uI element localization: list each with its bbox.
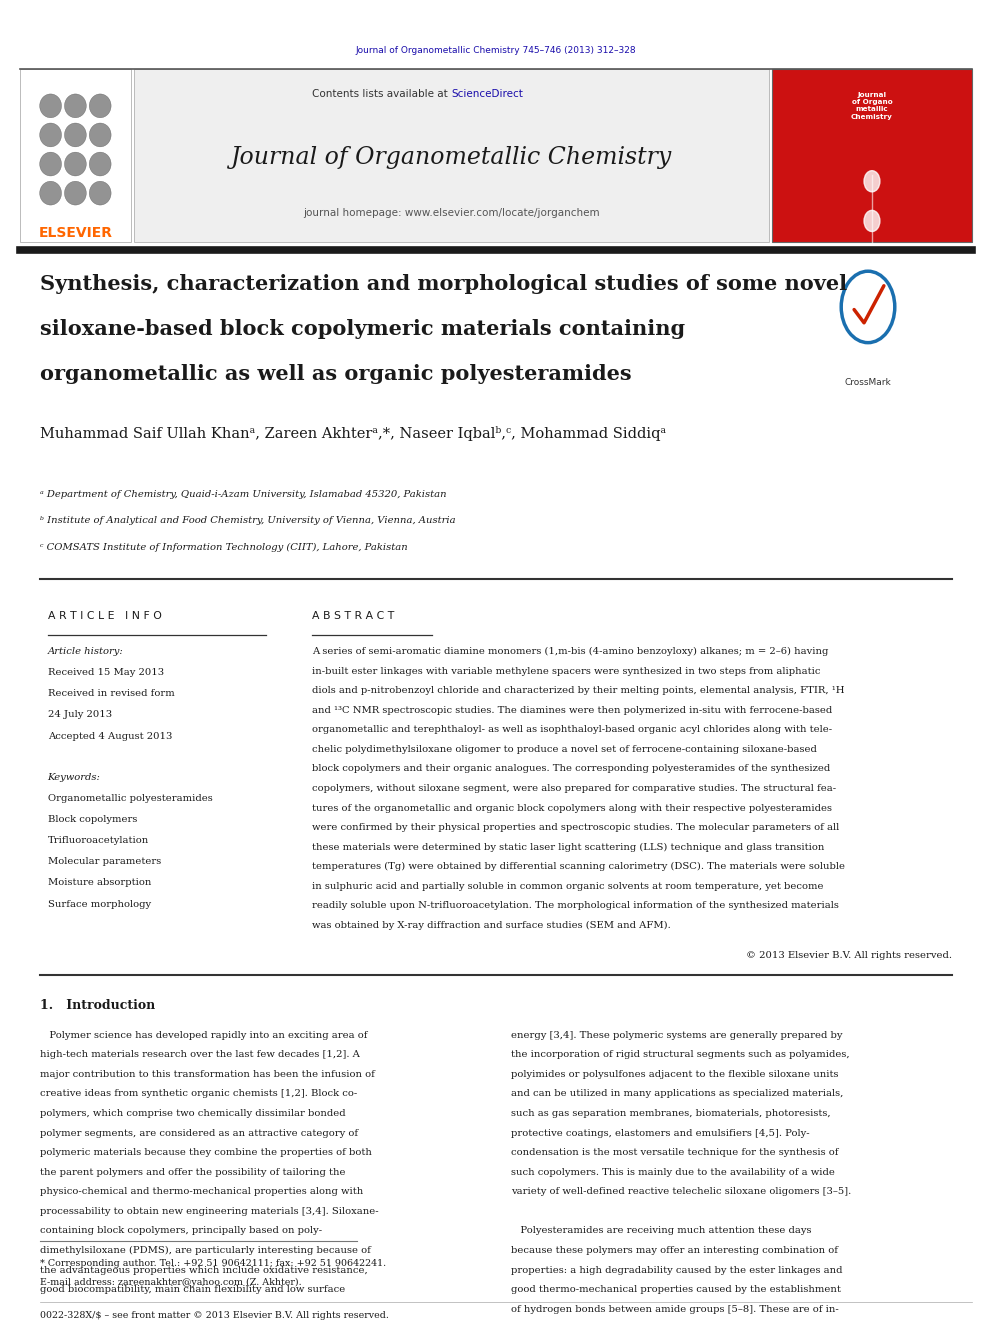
Text: polymer segments, are considered as an attractive category of: polymer segments, are considered as an a…	[40, 1129, 358, 1138]
Text: protective coatings, elastomers and emulsifiers [4,5]. Poly-: protective coatings, elastomers and emul…	[511, 1129, 809, 1138]
Ellipse shape	[89, 123, 111, 147]
Ellipse shape	[40, 181, 62, 205]
Text: Surface morphology: Surface morphology	[48, 900, 151, 909]
Text: A R T I C L E   I N F O: A R T I C L E I N F O	[48, 611, 162, 622]
Text: organometallic and terephthaloyl- as well as isophthaloyl-based organic acyl chl: organometallic and terephthaloyl- as wel…	[312, 725, 832, 734]
Text: Keywords:: Keywords:	[48, 773, 100, 782]
Text: such copolymers. This is mainly due to the availability of a wide: such copolymers. This is mainly due to t…	[511, 1168, 834, 1176]
Text: Organometallic polyesteramides: Organometallic polyesteramides	[48, 794, 212, 803]
Ellipse shape	[40, 152, 62, 176]
Ellipse shape	[89, 181, 111, 205]
Circle shape	[864, 250, 880, 271]
Text: was obtained by X-ray diffraction and surface studies (SEM and AFM).: was obtained by X-ray diffraction and su…	[312, 921, 672, 930]
Text: properties: a high degradability caused by the ester linkages and: properties: a high degradability caused …	[511, 1266, 842, 1274]
Ellipse shape	[64, 152, 86, 176]
Text: ᵃ Department of Chemistry, Quaid-i-Azam University, Islamabad 45320, Pakistan: ᵃ Department of Chemistry, Quaid-i-Azam …	[40, 490, 446, 499]
Text: Muhammad Saif Ullah Khanᵃ, Zareen Akhterᵃ,*, Naseer Iqbalᵇ,ᶜ, Mohammad Siddiqᵃ: Muhammad Saif Ullah Khanᵃ, Zareen Akhter…	[40, 426, 666, 441]
Text: readily soluble upon N-trifluoroacetylation. The morphological information of th: readily soluble upon N-trifluoroacetylat…	[312, 901, 839, 910]
Text: chelic polydimethylsiloxane oligomer to produce a novel set of ferrocene-contain: chelic polydimethylsiloxane oligomer to …	[312, 745, 817, 754]
Ellipse shape	[89, 152, 111, 176]
Text: Molecular parameters: Molecular parameters	[48, 857, 161, 867]
Text: 1.   Introduction: 1. Introduction	[40, 999, 155, 1012]
Text: Polyesteramides are receiving much attention these days: Polyesteramides are receiving much atten…	[511, 1226, 811, 1236]
Text: * Corresponding author. Tel.: +92 51 90642111; fax: +92 51 90642241.: * Corresponding author. Tel.: +92 51 906…	[40, 1259, 386, 1269]
Text: of hydrogen bonds between amide groups [5–8]. These are of in-: of hydrogen bonds between amide groups […	[511, 1304, 838, 1314]
Circle shape	[864, 210, 880, 232]
Text: polymers, which comprise two chemically dissimilar bonded: polymers, which comprise two chemically …	[40, 1109, 345, 1118]
Text: high-tech materials research over the last few decades [1,2]. A: high-tech materials research over the la…	[40, 1050, 359, 1060]
Text: Article history:: Article history:	[48, 647, 123, 656]
Text: temperatures (Tg) were obtained by differential scanning calorimetry (DSC). The : temperatures (Tg) were obtained by diffe…	[312, 863, 845, 872]
Text: ScienceDirect: ScienceDirect	[451, 89, 523, 99]
Text: ᶜ COMSATS Institute of Information Technology (CIIT), Lahore, Pakistan: ᶜ COMSATS Institute of Information Techn…	[40, 542, 408, 552]
Text: and ¹³C NMR spectroscopic studies. The diamines were then polymerized in-situ wi: and ¹³C NMR spectroscopic studies. The d…	[312, 705, 832, 714]
Text: 0022-328X/$ – see front matter © 2013 Elsevier B.V. All rights reserved.: 0022-328X/$ – see front matter © 2013 El…	[40, 1311, 389, 1320]
Text: such as gas separation membranes, biomaterials, photoresists,: such as gas separation membranes, biomat…	[511, 1109, 830, 1118]
Text: Received 15 May 2013: Received 15 May 2013	[48, 668, 164, 677]
Text: the parent polymers and offer the possibility of tailoring the: the parent polymers and offer the possib…	[40, 1168, 345, 1176]
Text: Accepted 4 August 2013: Accepted 4 August 2013	[48, 732, 172, 741]
Text: these materials were determined by static laser light scattering (LLS) technique: these materials were determined by stati…	[312, 843, 825, 852]
Text: © 2013 Elsevier B.V. All rights reserved.: © 2013 Elsevier B.V. All rights reserved…	[746, 951, 952, 960]
FancyBboxPatch shape	[772, 69, 972, 242]
Text: organometallic as well as organic polyesteramides: organometallic as well as organic polyes…	[40, 364, 631, 384]
Text: Journal
of Organo
metallic
Chemistry: Journal of Organo metallic Chemistry	[851, 93, 893, 119]
Text: good biocompatibility, main chain flexibility and low surface: good biocompatibility, main chain flexib…	[40, 1285, 345, 1294]
Text: because these polymers may offer an interesting combination of: because these polymers may offer an inte…	[511, 1246, 838, 1256]
Text: variety of well-defined reactive telechelic siloxane oligomers [3–5].: variety of well-defined reactive teleche…	[511, 1187, 851, 1196]
Text: diols and p-nitrobenzoyl chloride and characterized by their melting points, ele: diols and p-nitrobenzoyl chloride and ch…	[312, 687, 845, 695]
Text: Block copolymers: Block copolymers	[48, 815, 137, 824]
Text: in sulphuric acid and partially soluble in common organic solvents at room tempe: in sulphuric acid and partially soluble …	[312, 882, 824, 890]
Text: creative ideas from synthetic organic chemists [1,2]. Block co-: creative ideas from synthetic organic ch…	[40, 1089, 357, 1098]
Circle shape	[864, 171, 880, 192]
Ellipse shape	[64, 94, 86, 118]
Text: 24 July 2013: 24 July 2013	[48, 710, 112, 720]
Text: polyimides or polysulfones adjacent to the flexible siloxane units: polyimides or polysulfones adjacent to t…	[511, 1070, 838, 1078]
Text: ᵇ Institute of Analytical and Food Chemistry, University of Vienna, Vienna, Aust: ᵇ Institute of Analytical and Food Chemi…	[40, 516, 455, 525]
Text: major contribution to this transformation has been the infusion of: major contribution to this transformatio…	[40, 1070, 375, 1078]
Text: E-mail address: zareenakhter@yahoo.com (Z. Akhter).: E-mail address: zareenakhter@yahoo.com (…	[40, 1278, 302, 1287]
Text: Synthesis, characterization and morphological studies of some novel: Synthesis, characterization and morpholo…	[40, 274, 847, 294]
Text: polymeric materials because they combine the properties of both: polymeric materials because they combine…	[40, 1148, 372, 1158]
Ellipse shape	[40, 123, 62, 147]
FancyBboxPatch shape	[134, 69, 769, 242]
Text: journal homepage: www.elsevier.com/locate/jorganchem: journal homepage: www.elsevier.com/locat…	[303, 208, 600, 218]
Text: were confirmed by their physical properties and spectroscopic studies. The molec: were confirmed by their physical propert…	[312, 823, 840, 832]
Text: Trifluoroacetylation: Trifluoroacetylation	[48, 836, 149, 845]
Text: processability to obtain new engineering materials [3,4]. Siloxane-: processability to obtain new engineering…	[40, 1207, 378, 1216]
Text: ELSEVIER: ELSEVIER	[39, 226, 112, 239]
Text: containing block copolymers, principally based on poly-: containing block copolymers, principally…	[40, 1226, 321, 1236]
Ellipse shape	[89, 94, 111, 118]
Text: CrossMark: CrossMark	[844, 378, 892, 386]
Ellipse shape	[64, 181, 86, 205]
Text: dimethylsiloxane (PDMS), are particularly interesting because of: dimethylsiloxane (PDMS), are particularl…	[40, 1246, 371, 1256]
Ellipse shape	[64, 123, 86, 147]
Text: good thermo-mechanical properties caused by the establishment: good thermo-mechanical properties caused…	[511, 1285, 841, 1294]
Text: energy [3,4]. These polymeric systems are generally prepared by: energy [3,4]. These polymeric systems ar…	[511, 1031, 842, 1040]
Text: Moisture absorption: Moisture absorption	[48, 878, 151, 888]
Text: block copolymers and their organic analogues. The corresponding polyesteramides : block copolymers and their organic analo…	[312, 765, 830, 774]
Text: A B S T R A C T: A B S T R A C T	[312, 611, 395, 622]
Text: Journal of Organometallic Chemistry 745–746 (2013) 312–328: Journal of Organometallic Chemistry 745–…	[356, 46, 636, 54]
Text: the advantageous properties which include oxidative resistance,: the advantageous properties which includ…	[40, 1266, 367, 1274]
Text: condensation is the most versatile technique for the synthesis of: condensation is the most versatile techn…	[511, 1148, 838, 1158]
Text: in-built ester linkages with variable methylene spacers were synthesized in two : in-built ester linkages with variable me…	[312, 667, 821, 676]
Text: tures of the organometallic and organic block copolymers along with their respec: tures of the organometallic and organic …	[312, 803, 832, 812]
Text: copolymers, without siloxane segment, were also prepared for comparative studies: copolymers, without siloxane segment, we…	[312, 785, 836, 792]
Text: and can be utilized in many applications as specialized materials,: and can be utilized in many applications…	[511, 1089, 843, 1098]
Text: physico-chemical and thermo-mechanical properties along with: physico-chemical and thermo-mechanical p…	[40, 1187, 363, 1196]
Text: Received in revised form: Received in revised form	[48, 689, 175, 699]
Ellipse shape	[40, 94, 62, 118]
Text: Contents lists available at: Contents lists available at	[312, 89, 451, 99]
Text: Polymer science has developed rapidly into an exciting area of: Polymer science has developed rapidly in…	[40, 1031, 367, 1040]
Text: A series of semi-aromatic diamine monomers (1,m-bis (4-amino benzoyloxy) alkanes: A series of semi-aromatic diamine monome…	[312, 647, 829, 656]
Text: siloxane-based block copolymeric materials containing: siloxane-based block copolymeric materia…	[40, 319, 684, 339]
FancyBboxPatch shape	[20, 69, 131, 242]
Text: Journal of Organometallic Chemistry: Journal of Organometallic Chemistry	[231, 146, 672, 169]
Text: the incorporation of rigid structural segments such as polyamides,: the incorporation of rigid structural se…	[511, 1050, 849, 1060]
